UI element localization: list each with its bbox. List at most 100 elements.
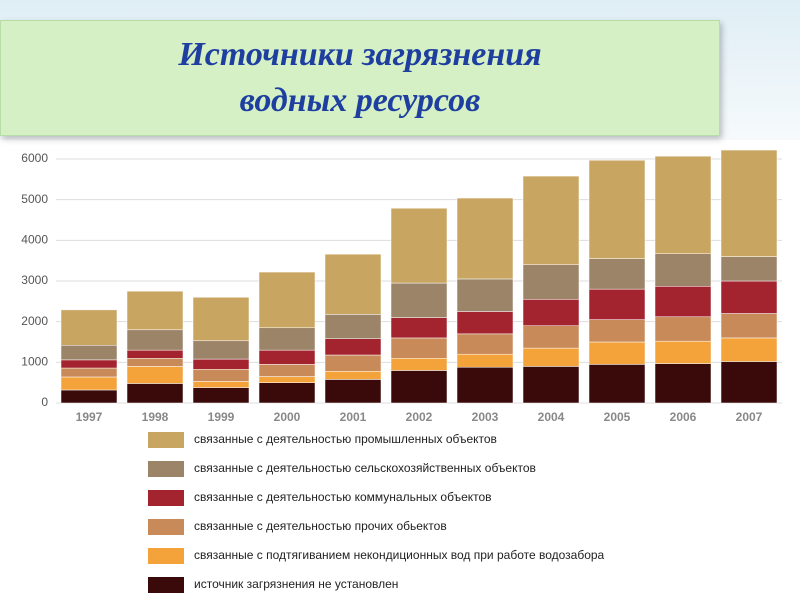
bar-segment [720, 149, 778, 257]
y-tick-label: 0 [41, 395, 48, 409]
bar-segment [456, 366, 514, 404]
bar-segment [654, 316, 712, 342]
bar-segment [390, 317, 448, 339]
bar-segment [654, 363, 712, 404]
bar-segment [324, 314, 382, 339]
chart-title: Источники загрязнения водных ресурсов [178, 36, 542, 119]
legend-swatch [148, 432, 184, 448]
bar-segment [192, 387, 250, 404]
bar-segment [720, 337, 778, 362]
y-tick-label: 2000 [21, 314, 48, 328]
x-tick-label: 2005 [604, 410, 631, 424]
bar-segment [258, 327, 316, 351]
bar-segment [720, 256, 778, 282]
bar-segment [456, 311, 514, 335]
bar-segment [522, 175, 580, 265]
bar-segment [522, 347, 580, 367]
legend-swatch [148, 577, 184, 593]
x-tick-label: 2001 [340, 410, 367, 424]
x-tick-label: 2002 [406, 410, 433, 424]
bar-segment [522, 366, 580, 404]
bar-segment [60, 359, 118, 369]
bar-segment [588, 319, 646, 343]
bar-segment [126, 290, 184, 331]
bar-segment [720, 361, 778, 404]
bar-segment [588, 159, 646, 259]
bar-segment [588, 364, 646, 404]
x-tick-label: 1999 [208, 410, 235, 424]
bar-segment [456, 197, 514, 280]
x-tick-label: 2004 [538, 410, 565, 424]
bar-segment [60, 309, 118, 346]
bar-segment [126, 329, 184, 351]
bar-segment [126, 366, 184, 384]
y-tick-label: 6000 [21, 151, 48, 165]
bar-segment [324, 379, 382, 404]
x-tick-label: 1997 [76, 410, 103, 424]
bar-segment [60, 345, 118, 361]
bar-segment [390, 282, 448, 318]
bar-segment [258, 364, 316, 377]
bar-segment [720, 280, 778, 314]
bar-segment [192, 381, 250, 388]
bar-segment [390, 370, 448, 404]
bar-segment [654, 253, 712, 287]
legend-swatch [148, 490, 184, 506]
bar-segment [522, 325, 580, 349]
legend-swatch [148, 461, 184, 477]
bar-segment [324, 354, 382, 372]
legend-swatch [148, 519, 184, 535]
x-tick-label: 1998 [142, 410, 169, 424]
bar-segment [654, 340, 712, 364]
bar-segment [390, 207, 448, 284]
bar-segment [258, 349, 316, 365]
legend-label: связанные с подтягиванием некондиционных… [194, 548, 605, 562]
y-tick-label: 5000 [21, 192, 48, 206]
bar-segment [720, 313, 778, 339]
legend-swatch [148, 548, 184, 564]
bar-segment [126, 383, 184, 404]
bar-segment [456, 353, 514, 368]
bar-segment [456, 333, 514, 355]
x-tick-label: 2000 [274, 410, 301, 424]
x-tick-label: 2007 [736, 410, 763, 424]
legend-label: связанные с деятельностью промышленных о… [194, 432, 497, 446]
bar-segment [258, 382, 316, 404]
x-tick-label: 2006 [670, 410, 697, 424]
bar-segment [192, 340, 250, 360]
bar-segment [324, 253, 382, 315]
bar-segment [324, 371, 382, 380]
bar-segment [390, 358, 448, 371]
bar-segment [390, 337, 448, 359]
bar-segment [60, 367, 118, 378]
bar-segment [522, 299, 580, 326]
y-tick-label: 1000 [21, 355, 48, 369]
title-box: Источники загрязнения водных ресурсов [0, 20, 720, 136]
legend-label: связанные с деятельностью коммунальных о… [194, 490, 492, 504]
bar-segment [588, 341, 646, 365]
bar-segment [60, 389, 118, 404]
legend-label: связанные с деятельностью сельскохозяйст… [194, 461, 536, 475]
y-tick-label: 3000 [21, 273, 48, 287]
legend-label: источник загрязнения не установлен [194, 577, 398, 591]
bar-segment [126, 349, 184, 359]
bar-segment [126, 358, 184, 367]
bar-segment [456, 278, 514, 312]
bar-segment [258, 376, 316, 383]
bar-segment [258, 271, 316, 329]
legend-label: связанные с деятельностью прочих обьекто… [194, 519, 447, 533]
bar-segment [588, 288, 646, 320]
bar-segment [60, 376, 118, 391]
bar-segment [654, 155, 712, 255]
bar-segment [588, 258, 646, 290]
bar-segment [654, 286, 712, 318]
bar-segment [324, 338, 382, 356]
bar-segment [522, 264, 580, 300]
y-tick-label: 4000 [21, 233, 48, 247]
bar-segment [192, 368, 250, 382]
bar-segment [192, 297, 250, 342]
bar-segment [192, 358, 250, 370]
x-tick-label: 2003 [472, 410, 499, 424]
